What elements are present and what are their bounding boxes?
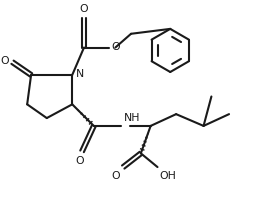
Text: O: O — [0, 56, 9, 66]
Text: O: O — [76, 156, 84, 166]
Text: O: O — [80, 4, 88, 14]
Text: NH: NH — [124, 113, 141, 123]
Text: N: N — [76, 69, 85, 79]
Text: OH: OH — [160, 171, 176, 181]
Text: O: O — [111, 42, 120, 52]
Text: O: O — [112, 171, 120, 181]
